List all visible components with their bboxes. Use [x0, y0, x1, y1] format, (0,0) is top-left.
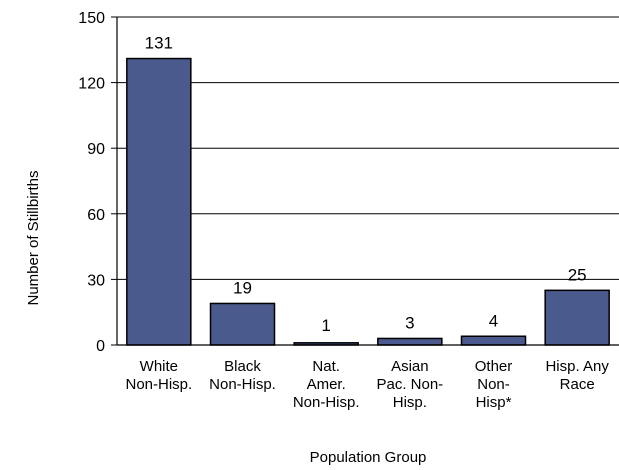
bar: [460, 335, 527, 346]
x-category-label: Black Non-Hisp.: [209, 358, 276, 393]
y-tick-label: 60: [87, 207, 105, 224]
y-tick-label: 90: [87, 141, 105, 158]
x-axis-title: Population Group: [310, 449, 427, 466]
x-category-label: Hisp. Any Race: [545, 358, 609, 393]
x-category-label: Asian Pac. Non-Hisp.: [376, 358, 443, 411]
y-tick-label: 150: [78, 10, 105, 27]
data-label: 19: [233, 278, 252, 297]
y-tick-label: 30: [87, 272, 105, 289]
bar: [544, 289, 610, 346]
bar: [126, 57, 192, 346]
bar: [377, 337, 443, 346]
x-category-label: Nat. Amer. Non-Hisp.: [293, 358, 360, 411]
y-tick-label: 120: [78, 76, 105, 93]
y-tick-labels: 0 30 60 90 120 150: [78, 10, 105, 355]
data-label: 3: [405, 313, 414, 332]
bar: [209, 302, 276, 346]
y-tick-label: 0: [96, 338, 105, 355]
data-labels: 131 19 1 3 4 25: [145, 34, 587, 335]
data-label: 131: [145, 34, 173, 53]
data-label: 1: [321, 316, 330, 335]
x-category-labels: White Non-Hisp. Black Non-Hisp. Nat. Amer. Non…: [125, 358, 609, 411]
y-axis-title: Number of Stillbirths: [25, 170, 42, 305]
gridlines: [117, 16, 619, 280]
data-label: 25: [568, 265, 587, 284]
bars: [126, 57, 610, 346]
x-category-label: White Non-Hisp.: [125, 358, 192, 393]
x-category-label: Other Non-Hisp*: [475, 358, 513, 411]
data-label: 4: [489, 311, 498, 330]
axes: [111, 16, 619, 346]
